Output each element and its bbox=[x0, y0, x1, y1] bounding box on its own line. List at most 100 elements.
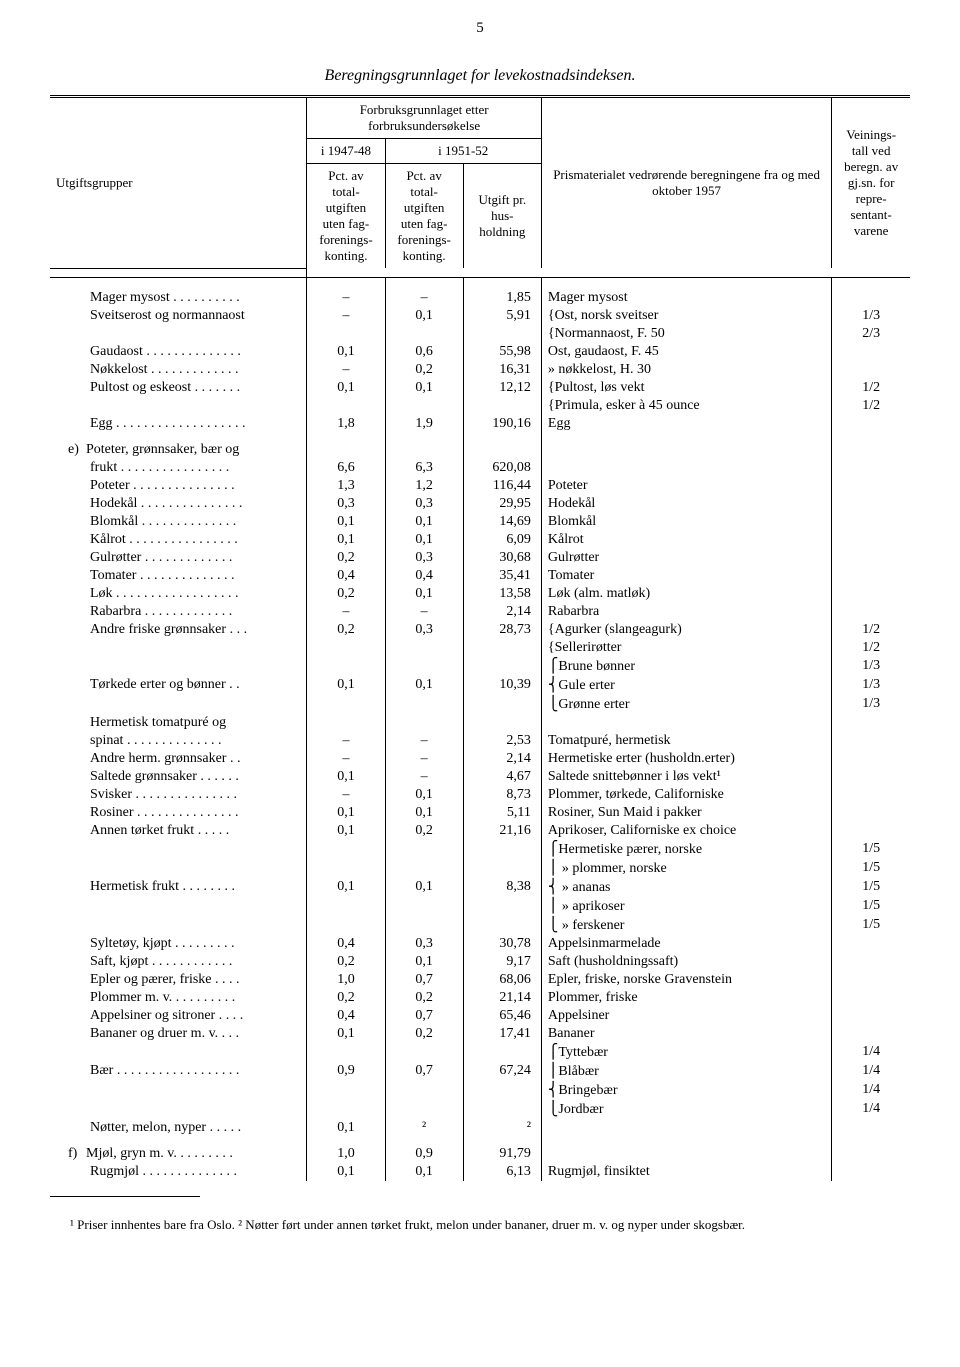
row-label: Tomater . . . . . . . . . . . . . . bbox=[50, 567, 307, 585]
row-vein: 1/4 bbox=[832, 1043, 910, 1062]
row-utgift bbox=[463, 657, 541, 676]
row-pct2: 0,2 bbox=[385, 822, 463, 840]
row-utgift bbox=[463, 325, 541, 343]
row-rep: Løk (alm. matløk) bbox=[541, 585, 831, 603]
row-vein bbox=[832, 495, 910, 513]
row-utgift: 1,85 bbox=[463, 289, 541, 307]
row-pct1: 0,4 bbox=[307, 935, 385, 953]
table-title: Beregningsgrunnlaget for levekostnadsind… bbox=[50, 67, 910, 85]
row-utgift: ² bbox=[463, 1119, 541, 1137]
table-row: Løk . . . . . . . . . . . . . . . . . .0… bbox=[50, 585, 910, 603]
row-vein bbox=[832, 1119, 910, 1137]
table-row: Nøkkelost . . . . . . . . . . . . .–0,21… bbox=[50, 361, 910, 379]
row-utgift: 6,13 bbox=[463, 1163, 541, 1181]
row-rep: {Pultost, løs vekt bbox=[541, 379, 831, 397]
table-row: Mager mysost . . . . . . . . . .––1,85Ma… bbox=[50, 289, 910, 307]
row-rep: Appelsinmarmelade bbox=[541, 935, 831, 953]
row-vein bbox=[832, 750, 910, 768]
row-utgift: 16,31 bbox=[463, 361, 541, 379]
row-vein bbox=[832, 989, 910, 1007]
row-vein bbox=[832, 732, 910, 750]
row-label: Andre herm. grønnsaker . . bbox=[50, 750, 307, 768]
row-pct1: 0,2 bbox=[307, 549, 385, 567]
row-utgift bbox=[463, 897, 541, 916]
row-pct2: 0,1 bbox=[385, 531, 463, 549]
row-label: Appelsiner og sitroner . . . . bbox=[50, 1007, 307, 1025]
row-rep: ⎨Bringebær bbox=[541, 1081, 831, 1100]
row-pct2: 0,2 bbox=[385, 361, 463, 379]
row-utgift: 4,67 bbox=[463, 768, 541, 786]
row-label: Hodekål . . . . . . . . . . . . . . . bbox=[50, 495, 307, 513]
row-rep bbox=[541, 441, 831, 459]
row-pct2: 0,1 bbox=[385, 676, 463, 695]
row-vein bbox=[832, 477, 910, 495]
row-pct1: – bbox=[307, 750, 385, 768]
row-pct2: – bbox=[385, 603, 463, 621]
row-utgift: 8,73 bbox=[463, 786, 541, 804]
table-row: Rosiner . . . . . . . . . . . . . . .0,1… bbox=[50, 804, 910, 822]
row-label: Kålrot . . . . . . . . . . . . . . . . bbox=[50, 531, 307, 549]
table-row: ⎧Hermetiske pærer, norske1/5 bbox=[50, 840, 910, 859]
row-label: Løk . . . . . . . . . . . . . . . . . . bbox=[50, 585, 307, 603]
row-label bbox=[50, 859, 307, 878]
row-label: Syltetøy, kjøpt . . . . . . . . . bbox=[50, 935, 307, 953]
row-label: Annen tørket frukt . . . . . bbox=[50, 822, 307, 840]
row-rep: Kålrot bbox=[541, 531, 831, 549]
row-pct1: 0,1 bbox=[307, 878, 385, 897]
table-row: Hermetisk tomatpuré og bbox=[50, 714, 910, 732]
row-vein bbox=[832, 768, 910, 786]
row-pct1 bbox=[307, 397, 385, 415]
row-rep bbox=[541, 714, 831, 732]
row-pct1: 0,2 bbox=[307, 989, 385, 1007]
row-rep: ⎪ » aprikoser bbox=[541, 897, 831, 916]
row-vein: 1/5 bbox=[832, 840, 910, 859]
row-rep: ⎨Gule erter bbox=[541, 676, 831, 695]
row-pct2: 0,1 bbox=[385, 878, 463, 897]
row-pct1: 0,1 bbox=[307, 379, 385, 397]
row-label bbox=[50, 397, 307, 415]
row-rep: Appelsiner bbox=[541, 1007, 831, 1025]
row-pct1: – bbox=[307, 732, 385, 750]
row-label: Hermetisk frukt . . . . . . . . bbox=[50, 878, 307, 897]
row-vein bbox=[832, 935, 910, 953]
row-utgift: 5,11 bbox=[463, 804, 541, 822]
row-rep: Tomater bbox=[541, 567, 831, 585]
row-rep: ⎪Blåbær bbox=[541, 1062, 831, 1081]
row-utgift: 8,38 bbox=[463, 878, 541, 897]
row-label: Bananer og druer m. v. . . . bbox=[50, 1025, 307, 1043]
row-pct1 bbox=[307, 1043, 385, 1062]
row-pct2: 0,1 bbox=[385, 786, 463, 804]
row-pct2: 0,7 bbox=[385, 1062, 463, 1081]
row-label bbox=[50, 1043, 307, 1062]
row-rep: Ost, gaudaost, F. 45 bbox=[541, 343, 831, 361]
row-utgift: 2,14 bbox=[463, 750, 541, 768]
table-row: Hermetisk frukt . . . . . . . .0,10,18,3… bbox=[50, 878, 910, 897]
header-pct2: Pct. av total-utgiften uten fag-forening… bbox=[385, 164, 463, 269]
row-rep: Saft (husholdningssaft) bbox=[541, 953, 831, 971]
row-vein: 1/5 bbox=[832, 916, 910, 935]
row-rep: Saltede snittebønner i løs vekt¹ bbox=[541, 768, 831, 786]
row-pct2: 0,4 bbox=[385, 567, 463, 585]
row-rep: ⎧Tyttebær bbox=[541, 1043, 831, 1062]
table-row: Egg . . . . . . . . . . . . . . . . . . … bbox=[50, 415, 910, 433]
row-pct2 bbox=[385, 325, 463, 343]
row-utgift bbox=[463, 1081, 541, 1100]
row-pct1 bbox=[307, 325, 385, 343]
row-pct1: 0,4 bbox=[307, 1007, 385, 1025]
row-rep: ⎩Grønne erter bbox=[541, 695, 831, 714]
row-utgift bbox=[463, 441, 541, 459]
row-label: Poteter . . . . . . . . . . . . . . . bbox=[50, 477, 307, 495]
row-utgift: 91,79 bbox=[463, 1145, 541, 1163]
row-utgift: 9,17 bbox=[463, 953, 541, 971]
row-rep: Poteter bbox=[541, 477, 831, 495]
row-vein: 1/5 bbox=[832, 897, 910, 916]
row-pct2: 0,7 bbox=[385, 971, 463, 989]
header-pct1: Pct. av total-utgiften uten fag-forening… bbox=[307, 164, 385, 269]
row-pct1: 0,1 bbox=[307, 513, 385, 531]
table-row: Kålrot . . . . . . . . . . . . . . . . 0,… bbox=[50, 531, 910, 549]
row-pct1: 1,0 bbox=[307, 1145, 385, 1163]
table-row: Saft, kjøpt . . . . . . . . . . . .0,20,… bbox=[50, 953, 910, 971]
row-pct2 bbox=[385, 695, 463, 714]
row-vein: 1/2 bbox=[832, 639, 910, 657]
footnotes: ¹ Priser innhentes bare fra Oslo. ² Nøtt… bbox=[50, 1217, 910, 1233]
